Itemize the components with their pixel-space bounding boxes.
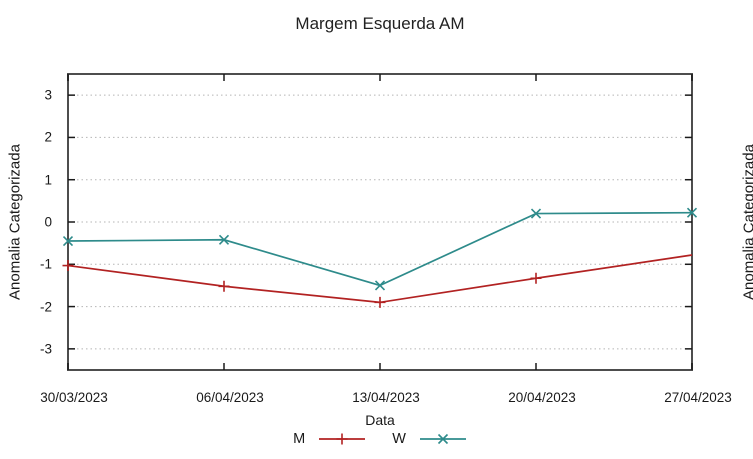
y-tick-label: 0 (44, 214, 52, 230)
y-tick-label: 2 (44, 129, 52, 145)
series-line-M (67, 254, 693, 304)
legend-sample-M (319, 433, 366, 445)
cross-marker (530, 208, 542, 219)
y-tick-label: -1 (39, 256, 52, 272)
plus-marker (530, 272, 542, 284)
cross-marker (62, 235, 74, 247)
legend-sample-W (419, 433, 466, 445)
y-tick-label: 3 (44, 87, 52, 103)
legend-label: W (392, 431, 406, 447)
x-tick-label: 20/04/2023 (508, 390, 576, 405)
legend-item-M: M (293, 431, 366, 447)
y-tick-label: -2 (39, 299, 52, 315)
cross-marker (374, 280, 386, 291)
x-tick-label: 30/03/2023 (40, 390, 108, 405)
plus-marker (336, 433, 348, 445)
x-axis-label: Data (365, 412, 395, 428)
y-tick-label: -3 (39, 341, 52, 357)
plus-marker (62, 260, 74, 272)
adjacent-chart-y-axis-label: Anomalia Categorizada (740, 144, 753, 300)
y-tick-label: 1 (44, 172, 52, 188)
plus-marker (374, 296, 386, 308)
cross-marker (686, 207, 698, 218)
cross-marker (437, 433, 448, 445)
legend-label: M (293, 431, 306, 447)
plus-marker (218, 280, 230, 292)
cross-marker (218, 234, 230, 245)
x-tick-label: 27/04/2023 (664, 390, 732, 405)
x-tick-label: 06/04/2023 (196, 390, 264, 405)
chart-title: Margem Esquerda AM (295, 14, 465, 33)
series-line-W (67, 211, 693, 287)
x-tick-label: 13/04/2023 (352, 390, 420, 405)
legend-item-W: W (392, 431, 467, 447)
